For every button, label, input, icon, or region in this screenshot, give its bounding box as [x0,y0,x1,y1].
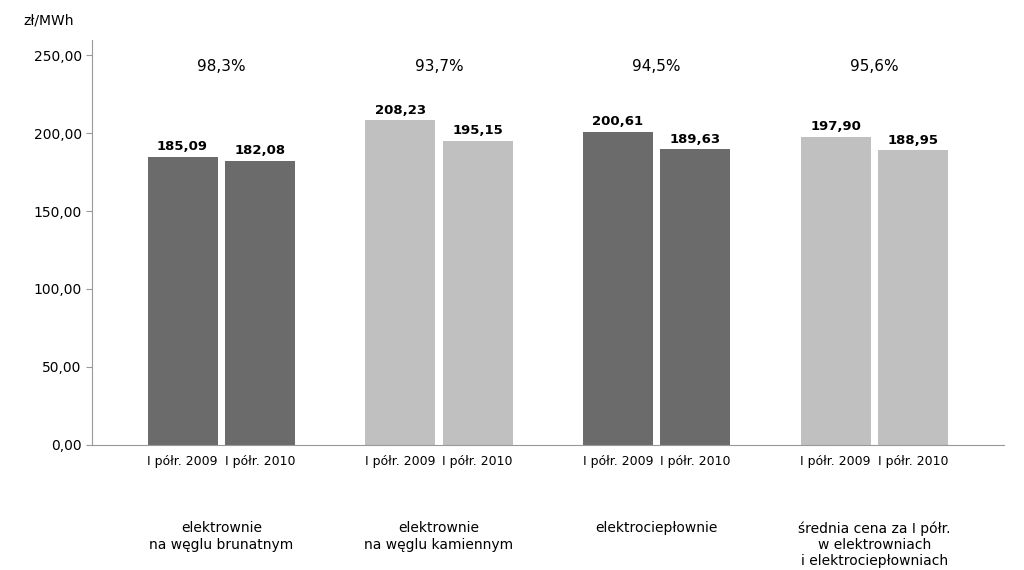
Text: I półr. 2009: I półr. 2009 [365,455,435,469]
Text: zł/MWh: zł/MWh [24,14,75,28]
Text: 185,09: 185,09 [157,140,208,153]
Text: 200,61: 200,61 [592,116,643,128]
Text: I półr. 2010: I półr. 2010 [660,455,731,469]
Bar [583,132,653,445]
Text: I półr. 2010: I półr. 2010 [442,455,513,469]
Text: 98,3%: 98,3% [197,59,246,74]
Text: elektrownie
na węglu kamiennym: elektrownie na węglu kamiennym [365,522,514,552]
Text: I półr. 2009: I półr. 2009 [583,455,653,469]
Text: 208,23: 208,23 [375,104,426,117]
Text: 197,90: 197,90 [810,120,861,133]
Text: I półr. 2009: I półr. 2009 [147,455,218,469]
Text: 195,15: 195,15 [453,124,503,137]
Bar [147,157,218,445]
Text: 182,08: 182,08 [234,144,286,157]
Text: 189,63: 189,63 [670,133,721,145]
Bar [801,137,870,445]
Text: I półr. 2010: I półr. 2010 [225,455,295,469]
Text: I półr. 2010: I półr. 2010 [878,455,948,469]
Text: 93,7%: 93,7% [415,59,463,74]
Text: 95,6%: 95,6% [850,59,899,74]
Text: elektrociepłownie: elektrociepłownie [596,522,718,535]
Text: 188,95: 188,95 [888,133,939,146]
Bar [878,150,948,445]
Text: średnia cena za I półr.
w elektrowniach
i elektrociepłowniach: średnia cena za I półr. w elektrowniach … [798,522,950,568]
Bar [442,141,513,445]
Text: elektrownie
na węglu brunatnym: elektrownie na węglu brunatnym [150,522,294,552]
Text: I półr. 2009: I półr. 2009 [801,455,870,469]
Bar [366,120,435,445]
Bar [660,149,730,445]
Bar [225,161,295,445]
Text: 94,5%: 94,5% [633,59,681,74]
